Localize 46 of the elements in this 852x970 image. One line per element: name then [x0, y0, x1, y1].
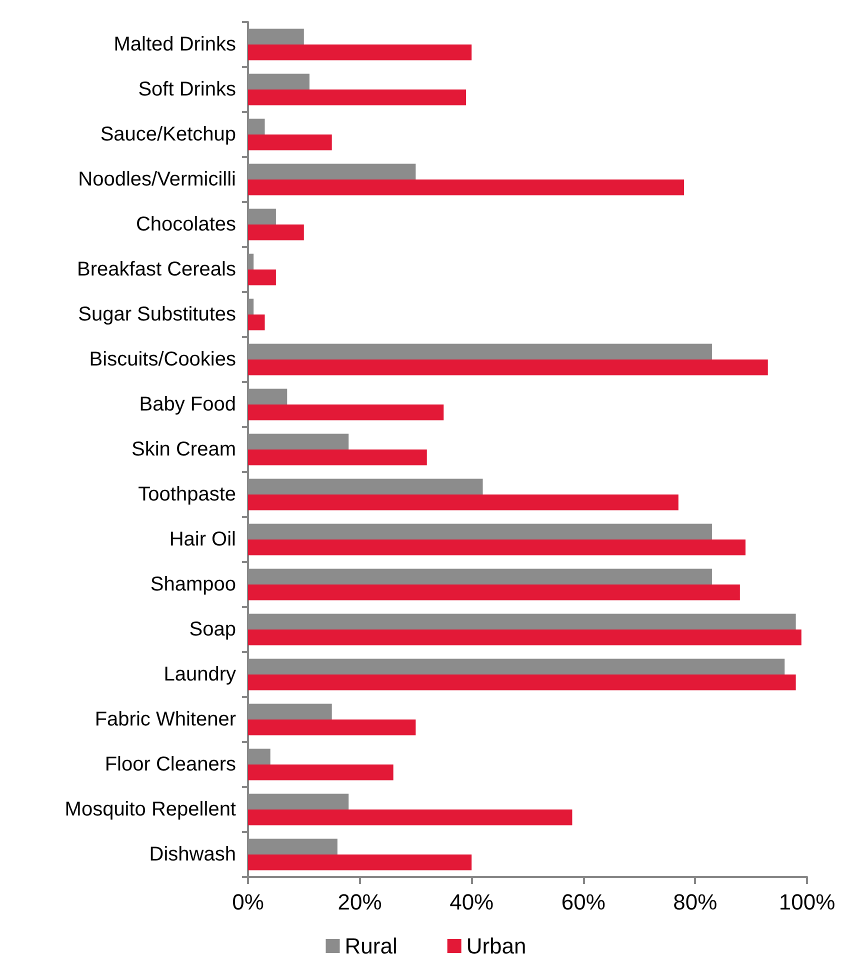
bar — [248, 540, 746, 556]
bar — [248, 674, 796, 690]
y-tick-label: Baby Food — [139, 394, 236, 416]
bar — [248, 134, 332, 150]
y-tick-label: Malted Drinks — [114, 34, 236, 56]
bar — [248, 854, 472, 870]
y-tick-label: Floor Cleaners — [104, 754, 236, 776]
bar — [248, 90, 466, 106]
y-tick-label: Dishwash — [149, 844, 236, 866]
y-tick-label: Mosquito Repellent — [64, 798, 236, 820]
y-tick-label: Breakfast Cereals — [77, 258, 236, 280]
x-tick-label: 60% — [561, 890, 606, 914]
y-tick-label: Sauce/Ketchup — [100, 124, 236, 146]
x-tick-label: 0% — [232, 890, 264, 914]
x-tick-label: 100% — [778, 890, 836, 914]
y-tick-label: Noodles/Vermicilli — [78, 168, 236, 190]
bar — [248, 180, 684, 196]
x-tick-label: 80% — [673, 890, 718, 914]
y-tick-label: Sugar Substitutes — [78, 304, 236, 326]
x-tick-label: 20% — [338, 890, 382, 914]
bar — [248, 494, 678, 510]
bar — [248, 44, 472, 60]
y-tick-label: Chocolates — [136, 214, 236, 236]
bar — [248, 764, 394, 780]
bar — [248, 810, 572, 826]
bar — [248, 630, 802, 646]
bar — [248, 270, 276, 286]
x-tick-label: 40% — [450, 890, 494, 914]
bar — [248, 404, 444, 420]
y-tick-label: Soap — [189, 618, 236, 640]
bar — [248, 584, 740, 600]
y-tick-label: Fabric Whitener — [94, 708, 236, 730]
y-tick-label: Hair Oil — [169, 528, 236, 550]
y-tick-label: Laundry — [164, 664, 236, 686]
bar — [248, 720, 416, 736]
bar — [248, 360, 768, 376]
y-tick-label: Skin Cream — [132, 438, 236, 460]
bar — [248, 224, 304, 240]
bar — [248, 450, 427, 466]
y-tick-label: Biscuits/Cookies — [89, 348, 236, 370]
bar — [248, 314, 265, 330]
y-tick-label: Shampoo — [150, 574, 236, 596]
legend-label: Rural — [344, 934, 398, 958]
legend-label: Urban — [466, 934, 526, 958]
y-tick-label: Toothpaste — [138, 484, 236, 506]
y-tick-label: Soft Drinks — [138, 78, 236, 100]
